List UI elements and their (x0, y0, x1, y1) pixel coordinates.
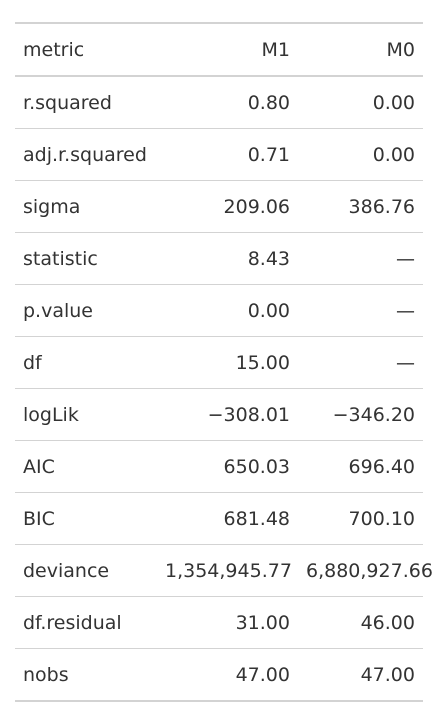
table-row: statistic 8.43 — (15, 232, 423, 285)
table-body: r.squared 0.80 0.00 adj.r.squared 0.71 0… (15, 76, 433, 701)
metric-cell: df.residual (23, 611, 122, 634)
m0-value-cell: — (396, 247, 415, 270)
column-header-metric: metric (23, 38, 85, 61)
m1-value-cell: 1,354,945.77 (165, 559, 292, 582)
table-row: nobs 47.00 47.00 (15, 648, 423, 701)
header-row: metric M1 M0 (15, 23, 423, 76)
m1-value-cell: 47.00 (235, 663, 290, 686)
table-row: df.residual 31.00 46.00 (15, 596, 423, 649)
m1-value-cell: 681.48 (223, 507, 290, 530)
table-header: metric M1 M0 (15, 23, 423, 76)
m1-value-cell: 31.00 (235, 611, 290, 634)
table-row: deviance 1,354,945.77 6,880,927.66 (15, 544, 433, 597)
m0-value-cell: −346.20 (332, 403, 415, 426)
metric-cell: AIC (23, 455, 55, 478)
table-row: r.squared 0.80 0.00 (15, 76, 423, 129)
m0-value-cell: 46.00 (360, 611, 415, 634)
metric-cell: adj.r.squared (23, 143, 147, 166)
table-row: adj.r.squared 0.71 0.00 (15, 128, 423, 181)
m1-value-cell: 8.43 (247, 247, 290, 270)
table-row: df 15.00 — (15, 336, 423, 389)
m0-value-cell: 700.10 (348, 507, 415, 530)
table-row: logLik −308.01 −346.20 (15, 388, 423, 441)
metric-cell: df (23, 351, 42, 374)
m0-value-cell: — (396, 299, 415, 322)
m1-value-cell: 15.00 (235, 351, 290, 374)
m0-value-cell: 0.00 (372, 143, 415, 166)
m0-value-cell: — (396, 351, 415, 374)
table-row: AIC 650.03 696.40 (15, 440, 423, 493)
table-row: p.value 0.00 — (15, 284, 423, 337)
m0-value-cell: 6,880,927.66 (306, 559, 433, 582)
column-header-m1: M1 (261, 38, 290, 61)
m1-value-cell: 0.80 (247, 91, 290, 114)
m0-value-cell: 47.00 (360, 663, 415, 686)
model-comparison-table: metric M1 M0 r.squared 0.80 0.00 adj.r.s… (15, 22, 433, 702)
m1-value-cell: 0.00 (247, 299, 290, 322)
m1-value-cell: −308.01 (207, 403, 290, 426)
m0-value-cell: 0.00 (372, 91, 415, 114)
metric-cell: deviance (23, 559, 110, 582)
m0-value-cell: 386.76 (348, 195, 415, 218)
m0-value-cell: 696.40 (348, 455, 415, 478)
metric-cell: r.squared (23, 91, 112, 114)
table-row: BIC 681.48 700.10 (15, 492, 423, 545)
metric-cell: sigma (23, 195, 81, 218)
metric-cell: p.value (23, 299, 93, 322)
m1-value-cell: 209.06 (223, 195, 290, 218)
metric-cell: nobs (23, 663, 69, 686)
column-header-m0: M0 (386, 38, 415, 61)
m1-value-cell: 650.03 (223, 455, 290, 478)
metric-cell: statistic (23, 247, 98, 270)
metric-cell: logLik (23, 403, 79, 426)
table-row: sigma 209.06 386.76 (15, 180, 423, 233)
model-comparison-table-container: metric M1 M0 r.squared 0.80 0.00 adj.r.s… (15, 22, 433, 702)
metric-cell: BIC (23, 507, 55, 530)
m1-value-cell: 0.71 (247, 143, 290, 166)
